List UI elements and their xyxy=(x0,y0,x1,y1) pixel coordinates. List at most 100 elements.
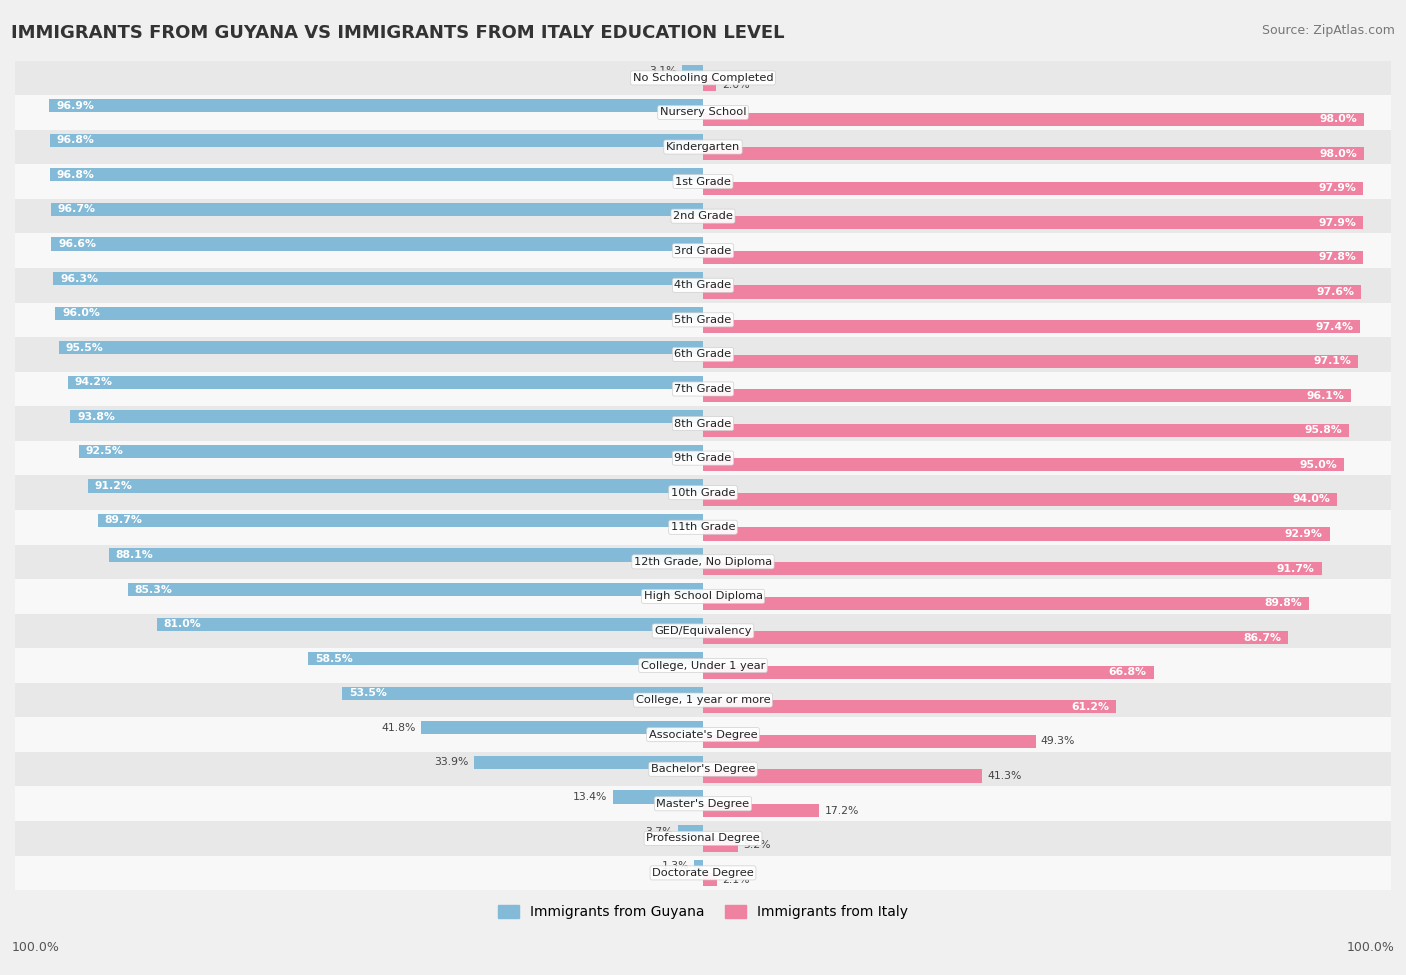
Bar xyxy=(15,199,1391,233)
Text: 17.2%: 17.2% xyxy=(824,805,859,815)
Bar xyxy=(703,78,717,92)
Text: 98.0%: 98.0% xyxy=(1319,149,1357,159)
Text: Master's Degree: Master's Degree xyxy=(657,799,749,809)
Text: 2.0%: 2.0% xyxy=(721,80,749,90)
Bar xyxy=(703,147,1364,160)
Bar xyxy=(59,341,703,354)
Text: 6th Grade: 6th Grade xyxy=(675,349,731,360)
Text: 89.8%: 89.8% xyxy=(1264,598,1302,608)
Bar xyxy=(703,458,1344,472)
Text: No Schooling Completed: No Schooling Completed xyxy=(633,73,773,83)
Bar xyxy=(15,682,1391,718)
Text: 10th Grade: 10th Grade xyxy=(671,488,735,497)
Text: 2nd Grade: 2nd Grade xyxy=(673,212,733,221)
Bar xyxy=(703,355,1358,368)
Text: 91.2%: 91.2% xyxy=(94,481,132,491)
Bar xyxy=(51,134,703,147)
Text: 2.1%: 2.1% xyxy=(723,875,749,884)
Bar xyxy=(108,549,703,562)
Bar xyxy=(15,302,1391,337)
Text: 96.6%: 96.6% xyxy=(58,239,96,249)
Text: 100.0%: 100.0% xyxy=(11,941,59,954)
Text: 96.8%: 96.8% xyxy=(56,170,94,179)
Text: 12th Grade, No Diploma: 12th Grade, No Diploma xyxy=(634,557,772,566)
Text: Professional Degree: Professional Degree xyxy=(647,834,759,843)
Bar xyxy=(703,181,1364,195)
Text: 95.8%: 95.8% xyxy=(1305,425,1343,435)
Text: 96.1%: 96.1% xyxy=(1306,391,1344,401)
Bar xyxy=(703,666,1153,679)
Text: 100.0%: 100.0% xyxy=(1347,941,1395,954)
Bar xyxy=(703,769,981,783)
Text: IMMIGRANTS FROM GUYANA VS IMMIGRANTS FROM ITALY EDUCATION LEVEL: IMMIGRANTS FROM GUYANA VS IMMIGRANTS FRO… xyxy=(11,24,785,42)
Text: 85.3%: 85.3% xyxy=(135,585,173,595)
Bar xyxy=(678,825,703,838)
Text: 95.0%: 95.0% xyxy=(1299,460,1337,470)
Text: 94.0%: 94.0% xyxy=(1292,494,1330,504)
Text: 92.9%: 92.9% xyxy=(1285,529,1323,539)
Text: 96.9%: 96.9% xyxy=(56,100,94,111)
Bar xyxy=(703,804,820,817)
Text: 97.8%: 97.8% xyxy=(1317,253,1355,262)
Bar xyxy=(15,718,1391,752)
Bar xyxy=(703,320,1360,333)
Text: 1.3%: 1.3% xyxy=(661,861,689,871)
Bar xyxy=(49,99,703,112)
Bar xyxy=(55,306,703,320)
Bar xyxy=(703,838,738,851)
Bar xyxy=(67,375,703,389)
Text: 98.0%: 98.0% xyxy=(1319,114,1357,124)
Text: Kindergarten: Kindergarten xyxy=(666,142,740,152)
Bar xyxy=(79,445,703,458)
Bar xyxy=(87,480,703,492)
Text: Bachelor's Degree: Bachelor's Degree xyxy=(651,764,755,774)
Bar xyxy=(703,113,1364,126)
Text: 97.9%: 97.9% xyxy=(1319,183,1357,193)
Bar xyxy=(15,613,1391,648)
Bar xyxy=(15,130,1391,165)
Text: 81.0%: 81.0% xyxy=(163,619,201,629)
Text: 94.2%: 94.2% xyxy=(75,377,112,387)
Text: 11th Grade: 11th Grade xyxy=(671,523,735,532)
Text: 86.7%: 86.7% xyxy=(1243,633,1281,643)
Bar xyxy=(703,597,1309,609)
Bar xyxy=(15,821,1391,856)
Text: 61.2%: 61.2% xyxy=(1071,702,1109,712)
Bar xyxy=(342,686,703,700)
Text: 92.5%: 92.5% xyxy=(86,447,124,456)
Text: Nursery School: Nursery School xyxy=(659,107,747,117)
Bar xyxy=(15,579,1391,613)
Text: 97.1%: 97.1% xyxy=(1313,356,1351,367)
Text: 93.8%: 93.8% xyxy=(77,411,115,422)
Bar xyxy=(53,272,703,285)
Bar xyxy=(703,873,717,886)
Bar xyxy=(51,203,703,216)
Bar xyxy=(15,648,1391,682)
Text: Doctorate Degree: Doctorate Degree xyxy=(652,868,754,878)
Bar xyxy=(15,441,1391,476)
Bar xyxy=(703,562,1322,575)
Text: College, 1 year or more: College, 1 year or more xyxy=(636,695,770,705)
Text: 96.0%: 96.0% xyxy=(62,308,100,318)
Bar xyxy=(15,337,1391,371)
Text: 3.7%: 3.7% xyxy=(645,827,672,837)
Text: 88.1%: 88.1% xyxy=(115,550,153,560)
Text: 3rd Grade: 3rd Grade xyxy=(675,246,731,255)
Bar xyxy=(703,251,1362,264)
Text: Associate's Degree: Associate's Degree xyxy=(648,729,758,740)
Bar xyxy=(703,735,1036,748)
Bar xyxy=(703,286,1361,298)
Bar xyxy=(15,165,1391,199)
Bar xyxy=(15,233,1391,268)
Bar xyxy=(15,407,1391,441)
Bar xyxy=(15,60,1391,96)
Bar xyxy=(474,756,703,769)
Text: 97.4%: 97.4% xyxy=(1315,322,1353,332)
Bar xyxy=(15,476,1391,510)
Text: 41.8%: 41.8% xyxy=(381,722,416,733)
Text: College, Under 1 year: College, Under 1 year xyxy=(641,660,765,671)
Text: 89.7%: 89.7% xyxy=(104,516,142,526)
Bar xyxy=(703,492,1337,506)
Bar xyxy=(420,722,703,734)
Text: 49.3%: 49.3% xyxy=(1040,736,1076,747)
